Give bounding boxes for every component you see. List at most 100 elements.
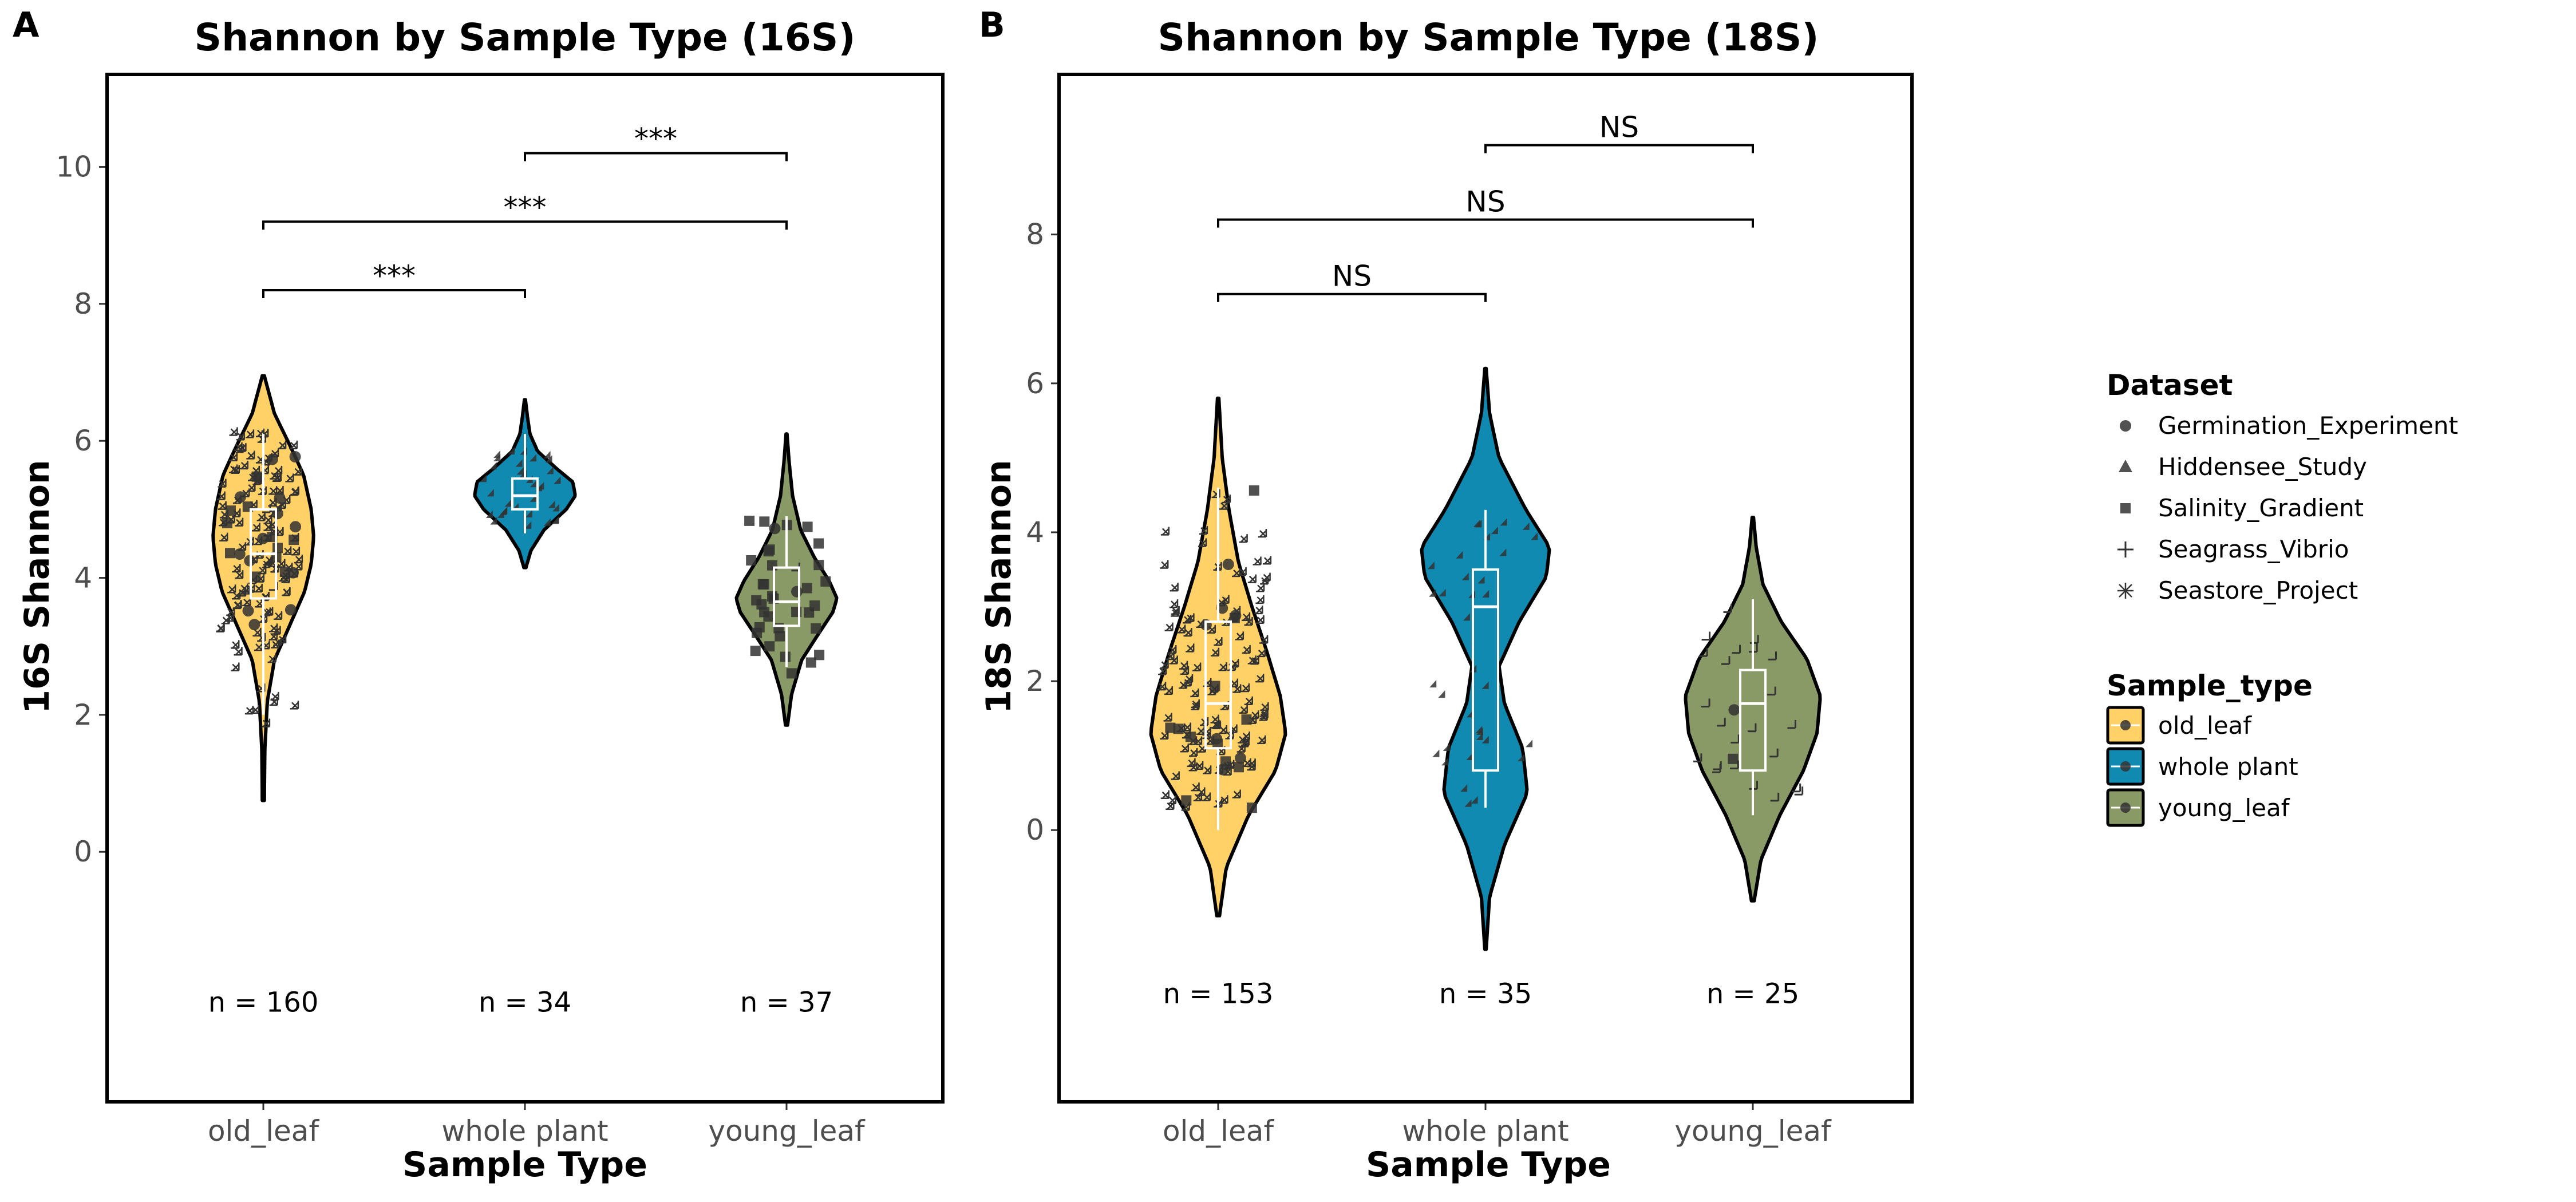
data-point <box>1728 704 1740 716</box>
data-point <box>1191 782 1200 792</box>
significance-bracket: *** <box>262 259 526 298</box>
legend-dataset-entries: Germination_Experiment Hiddensee_Study Sal… <box>2117 412 2458 604</box>
significance-bracket: NS <box>1217 260 1487 302</box>
y-tick-label: 4 <box>74 562 92 595</box>
legend-sample-type-label: whole plant <box>2158 753 2298 781</box>
y-axis-label-16s: 16S Shannon <box>17 460 57 713</box>
data-point <box>1728 753 1739 764</box>
data-point <box>1180 744 1190 753</box>
legend-sample-type-item: whole plant <box>2106 747 2298 786</box>
data-point <box>1234 762 1244 773</box>
data-point <box>750 646 761 657</box>
data-point <box>228 452 238 461</box>
data-point <box>759 516 770 527</box>
data-point <box>1257 735 1266 745</box>
significance-bracket: *** <box>524 122 788 161</box>
data-point <box>1518 753 1525 761</box>
data-point <box>1730 734 1740 744</box>
data-point <box>1770 792 1780 802</box>
data-point <box>754 622 765 632</box>
data-point <box>1222 495 1231 504</box>
x-tick-label: whole plant <box>441 1114 608 1148</box>
data-point <box>258 486 267 496</box>
data-point <box>1169 655 1178 665</box>
data-point <box>1220 756 1231 767</box>
data-point <box>515 459 523 467</box>
chart-title-18s: Shannon by Sample Type (18S) <box>1158 15 1819 60</box>
data-point <box>1717 717 1726 727</box>
data-point <box>1475 520 1482 528</box>
data-point <box>751 595 762 606</box>
data-point <box>216 491 226 500</box>
legend-dataset-label: Hiddensee_Study <box>2158 453 2367 481</box>
data-point <box>289 440 298 449</box>
data-point <box>552 516 559 524</box>
data-point <box>1258 529 1267 538</box>
data-point <box>1163 713 1172 722</box>
sample-count-label: n = 34 <box>479 986 571 1018</box>
data-point <box>1241 714 1252 725</box>
legend-dataset-label: Germination_Experiment <box>2158 412 2458 440</box>
data-point <box>1257 648 1266 658</box>
data-point <box>1171 771 1180 780</box>
data-point <box>759 607 770 618</box>
panel-a-16s: A Shannon by Sample Type (16S) 16S Shann… <box>13 5 945 1185</box>
data-point <box>262 559 271 568</box>
legend-dataset-item: Seagrass_Vibrio <box>2117 535 2349 563</box>
data-point <box>805 657 816 668</box>
data-point <box>1699 648 1708 657</box>
legend-key-shape <box>2119 460 2132 472</box>
data-point <box>1443 743 1450 751</box>
data-point <box>1173 723 1184 734</box>
data-point <box>251 465 260 475</box>
data-point <box>1249 485 1259 496</box>
data-point <box>1255 595 1265 604</box>
data-point <box>811 623 821 634</box>
x-axis-label-16s: Sample Type <box>402 1145 647 1185</box>
data-point <box>1531 532 1538 540</box>
data-point <box>1255 615 1265 624</box>
data-point <box>1232 568 1241 578</box>
sample-count-label: n = 153 <box>1163 978 1274 1010</box>
data-point <box>245 429 255 438</box>
data-point <box>1232 789 1241 798</box>
data-point <box>1250 656 1259 665</box>
boxplot-whole-plant <box>1472 509 1499 808</box>
data-point <box>537 482 544 490</box>
data-point <box>1210 681 1220 691</box>
data-point <box>269 697 278 706</box>
data-point <box>1207 624 1216 634</box>
y-tick-label: 6 <box>74 424 92 457</box>
data-point <box>1157 682 1167 691</box>
data-point <box>480 475 487 483</box>
data-point <box>1491 527 1498 535</box>
data-point <box>1439 588 1446 596</box>
sample-count-label: n = 25 <box>1706 978 1799 1010</box>
panel-b-18s: B Shannon by Sample Type (18S) 18S Shann… <box>979 5 1914 1185</box>
data-point <box>290 487 299 496</box>
data-point <box>1178 680 1188 689</box>
data-point <box>234 647 243 656</box>
data-point <box>229 464 238 473</box>
sample-count-label: n = 160 <box>208 986 319 1018</box>
y-axis-label-18s: 18S Shannon <box>979 460 1019 713</box>
data-point <box>1170 599 1179 608</box>
data-point <box>744 515 755 526</box>
data-point <box>1164 686 1174 695</box>
data-point <box>1189 748 1198 757</box>
data-point <box>552 504 560 512</box>
data-point <box>272 543 283 553</box>
data-point <box>1471 796 1478 804</box>
data-point <box>1222 559 1234 570</box>
data-point <box>1262 572 1271 582</box>
data-point <box>1210 714 1219 723</box>
data-point <box>791 586 803 598</box>
data-point <box>283 546 292 555</box>
legend-sample-type-item: old_leaf <box>2106 706 2252 745</box>
data-point <box>809 600 820 611</box>
data-point <box>1721 656 1730 665</box>
data-point <box>278 440 287 449</box>
data-point <box>1182 730 1191 739</box>
data-point <box>268 497 277 507</box>
data-point <box>1203 765 1212 774</box>
